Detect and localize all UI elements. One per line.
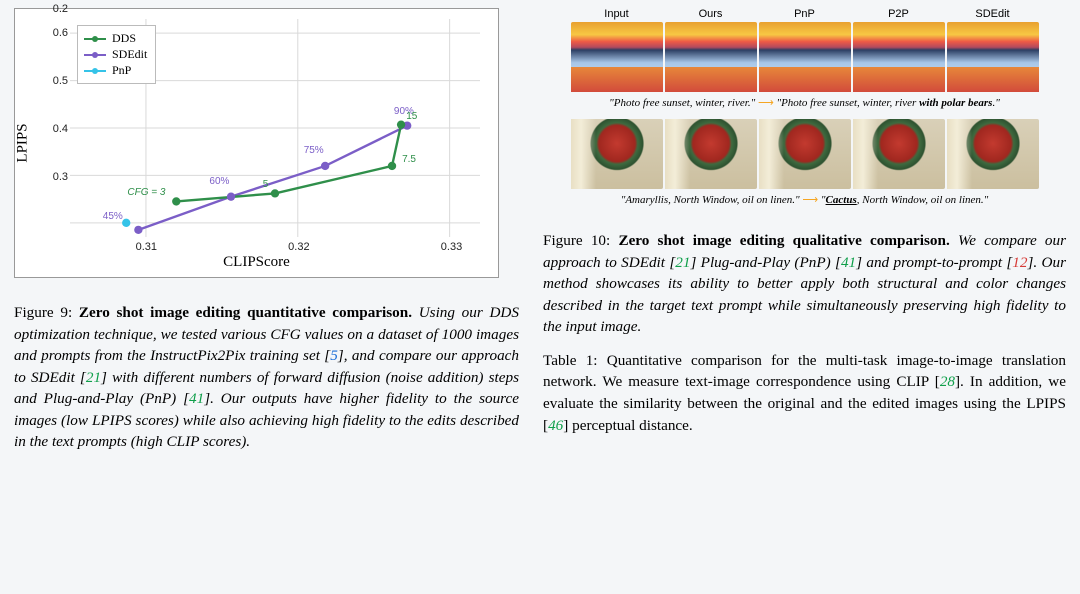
citation-link[interactable]: 21: [86, 369, 101, 386]
citation-link[interactable]: 41: [189, 390, 204, 407]
table-label: Table 1:: [543, 352, 607, 369]
pt-label: 60%: [209, 176, 229, 187]
col-header: PnP: [759, 8, 851, 20]
col-header: Ours: [665, 8, 757, 20]
arrow-icon: ⟶: [802, 194, 821, 206]
thumb: [759, 22, 851, 92]
thumb: [571, 22, 663, 92]
thumb: [665, 119, 757, 189]
chart-legend: DDS SDEdit PnP: [77, 25, 156, 84]
qualitative-image-grid: Input Ours PnP P2P SDEdit "Photo free su…: [543, 8, 1066, 216]
y-axis-label: LPIPS: [15, 123, 32, 162]
ytick: 0.5: [48, 75, 68, 87]
citation-link[interactable]: 28: [940, 373, 955, 390]
citation-link[interactable]: 41: [841, 254, 856, 271]
col-header: Input: [571, 8, 663, 20]
figure-title: Zero shot image editing qualitative comp…: [618, 232, 949, 249]
legend-label: SDEdit: [112, 47, 147, 62]
image-row: [543, 119, 1066, 189]
col-header: SDEdit: [947, 8, 1039, 20]
thumb: [571, 119, 663, 189]
image-grid-headers: Input Ours PnP P2P SDEdit: [543, 8, 1066, 20]
figure-9-caption: Figure 9: Zero shot image editing quanti…: [14, 302, 519, 453]
ytick: 0.2: [48, 3, 68, 15]
legend-label: PnP: [112, 63, 131, 78]
arrow-icon: ⟶: [758, 97, 777, 109]
thumb: [759, 119, 851, 189]
x-axis-label: CLIPScore: [223, 254, 290, 271]
thumb: [665, 22, 757, 92]
citation-link[interactable]: 5: [330, 347, 338, 364]
row2-caption: "Amaryllis, North Window, oil on linen."…: [543, 193, 1066, 206]
ytick: 0.3: [48, 171, 68, 183]
xtick: 0.33: [441, 241, 462, 253]
xtick: 0.31: [136, 241, 157, 253]
citation-link[interactable]: 21: [675, 254, 690, 271]
lpips-clip-chart: LPIPS CLIPScore: [14, 8, 499, 278]
figure-10-caption: Figure 10: Zero shot image editing quali…: [543, 230, 1066, 338]
ytick: 0.6: [48, 27, 68, 39]
thumb: [853, 22, 945, 92]
row1-caption: "Photo free sunset, winter, river." ⟶ "P…: [543, 96, 1066, 109]
col-header: P2P: [853, 8, 945, 20]
legend-label: DDS: [112, 31, 136, 46]
ytick: 0.4: [48, 123, 68, 135]
citation-link[interactable]: 46: [548, 417, 563, 434]
xtick: 0.32: [288, 241, 309, 253]
table-1-caption: Table 1: Quantitative comparison for the…: [543, 350, 1066, 436]
pt-label: 7.5: [402, 154, 416, 165]
pt-label: 15: [406, 111, 417, 122]
pt-label: 75%: [304, 145, 324, 156]
figure-title: Zero shot image editing quantitative com…: [79, 304, 412, 321]
figure-label: Figure 9:: [14, 304, 79, 321]
pt-label: CFG = 3: [127, 187, 165, 198]
thumb: [853, 119, 945, 189]
pt-label: 45%: [103, 211, 123, 222]
figure-label: Figure 10:: [543, 232, 618, 249]
image-row: [543, 22, 1066, 92]
thumb: [947, 22, 1039, 92]
pt-label: 5: [263, 179, 269, 190]
thumb: [947, 119, 1039, 189]
citation-link[interactable]: 12: [1012, 254, 1027, 271]
